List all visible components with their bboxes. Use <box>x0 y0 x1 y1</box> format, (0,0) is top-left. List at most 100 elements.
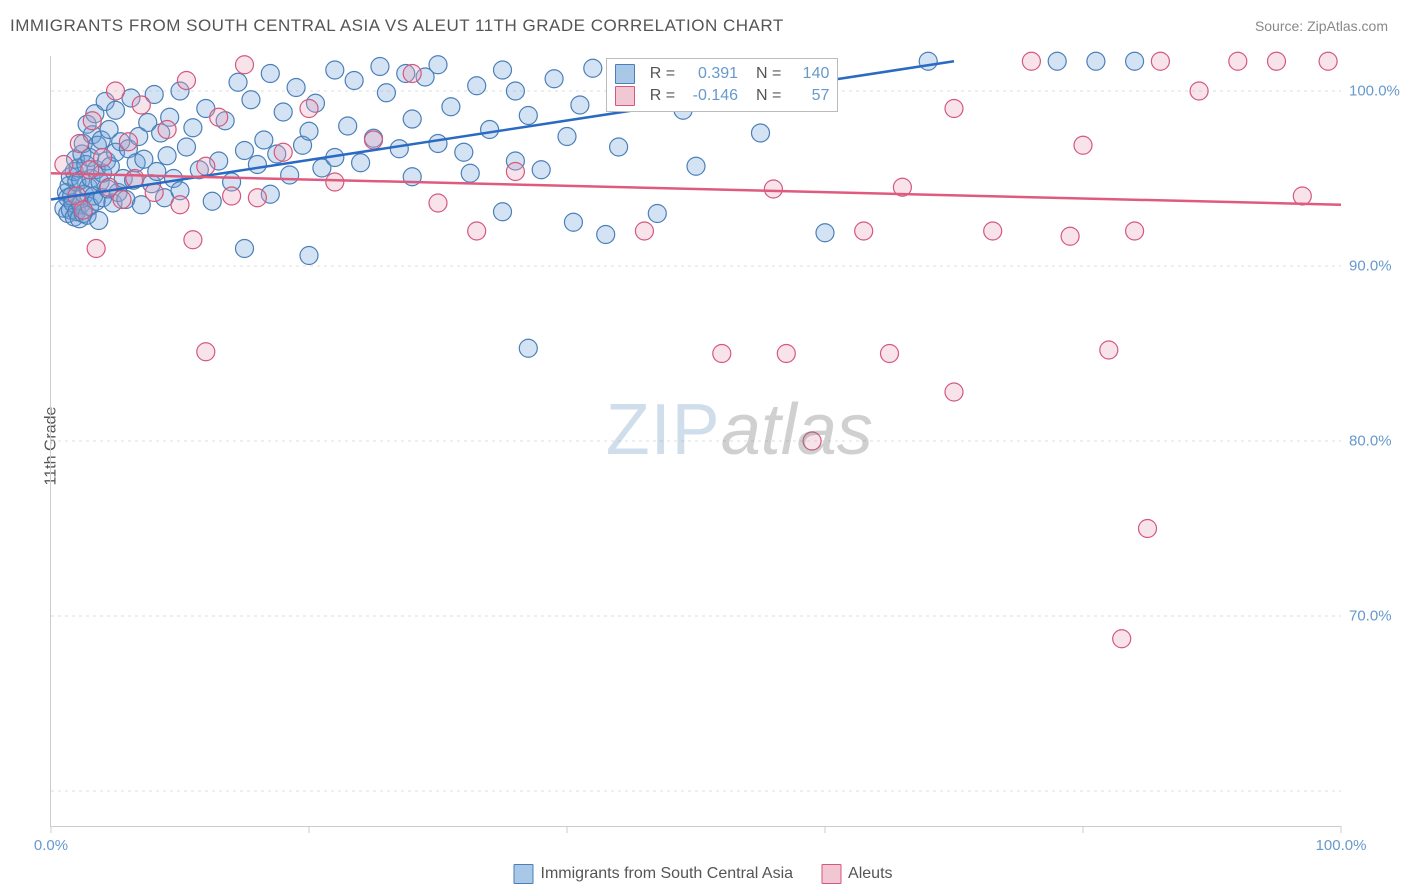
scatter-point <box>1319 52 1337 70</box>
scatter-point <box>816 224 834 242</box>
scatter-point <box>635 222 653 240</box>
regression-line <box>51 173 1341 205</box>
scatter-point <box>158 147 176 165</box>
legend-n-value: 57 <box>789 87 829 105</box>
bottom-legend-item: Immigrants from South Central Asia <box>513 864 793 884</box>
plot-area: ZIPatlas R =0.391N =140R =-0.146N =57 70… <box>50 56 1341 827</box>
scatter-point <box>945 100 963 118</box>
scatter-point <box>236 56 254 74</box>
scatter-point <box>532 161 550 179</box>
y-tick-label: 80.0% <box>1349 433 1406 450</box>
scatter-point <box>326 173 344 191</box>
source-link[interactable]: ZipAtlas.com <box>1307 18 1388 34</box>
scatter-point <box>1074 136 1092 154</box>
scatter-point <box>55 156 73 174</box>
scatter-point <box>481 121 499 139</box>
chart-svg <box>51 56 1341 826</box>
scatter-point <box>564 213 582 231</box>
scatter-point <box>70 135 88 153</box>
scatter-point <box>1151 52 1169 70</box>
scatter-point <box>1100 341 1118 359</box>
scatter-point <box>945 383 963 401</box>
scatter-point <box>113 191 131 209</box>
scatter-point <box>300 247 318 265</box>
legend-swatch <box>821 864 841 884</box>
scatter-point <box>94 149 112 167</box>
x-tick-label: 100.0% <box>1316 837 1367 854</box>
scatter-point <box>365 131 383 149</box>
scatter-point <box>1048 52 1066 70</box>
bottom-legend-label: Aleuts <box>848 865 892 882</box>
scatter-point <box>429 135 447 153</box>
scatter-point <box>74 201 92 219</box>
chart-container: IMMIGRANTS FROM SOUTH CENTRAL ASIA VS AL… <box>0 0 1406 892</box>
scatter-point <box>107 101 125 119</box>
scatter-point <box>1229 52 1247 70</box>
scatter-point <box>442 98 460 116</box>
scatter-point <box>177 72 195 90</box>
scatter-point <box>1126 222 1144 240</box>
scatter-point <box>519 107 537 125</box>
scatter-point <box>403 65 421 83</box>
scatter-point <box>1190 82 1208 100</box>
scatter-point <box>455 143 473 161</box>
scatter-point <box>1022 52 1040 70</box>
scatter-point <box>558 128 576 146</box>
scatter-point <box>171 196 189 214</box>
scatter-point <box>919 52 937 70</box>
y-tick-label: 90.0% <box>1349 258 1406 275</box>
scatter-point <box>119 133 137 151</box>
chart-title: IMMIGRANTS FROM SOUTH CENTRAL ASIA VS AL… <box>10 16 784 36</box>
scatter-point <box>1293 187 1311 205</box>
scatter-point <box>461 164 479 182</box>
scatter-point <box>803 432 821 450</box>
scatter-point <box>132 96 150 114</box>
scatter-point <box>107 82 125 100</box>
scatter-point <box>203 192 221 210</box>
y-tick-label: 70.0% <box>1349 608 1406 625</box>
source-attribution: Source: ZipAtlas.com <box>1255 18 1388 34</box>
scatter-point <box>545 70 563 88</box>
legend-r-value: -0.146 <box>683 87 738 105</box>
scatter-point <box>339 117 357 135</box>
source-prefix: Source: <box>1255 18 1307 34</box>
scatter-point <box>158 121 176 139</box>
scatter-point <box>326 61 344 79</box>
bottom-legend-item: Aleuts <box>821 864 892 884</box>
series-legend: Immigrants from South Central Asia Aleuts <box>513 864 892 884</box>
scatter-point <box>184 119 202 137</box>
legend-row: R =-0.146N =57 <box>615 85 830 107</box>
scatter-point <box>713 345 731 363</box>
scatter-point <box>506 163 524 181</box>
scatter-point <box>300 100 318 118</box>
scatter-point <box>752 124 770 142</box>
scatter-point <box>1139 520 1157 538</box>
scatter-point <box>597 226 615 244</box>
scatter-point <box>210 108 228 126</box>
scatter-point <box>881 345 899 363</box>
scatter-point <box>519 339 537 357</box>
scatter-point <box>584 59 602 77</box>
scatter-point <box>687 157 705 175</box>
scatter-point <box>242 91 260 109</box>
scatter-point <box>494 61 512 79</box>
scatter-point <box>610 138 628 156</box>
scatter-point <box>87 240 105 258</box>
scatter-point <box>468 222 486 240</box>
scatter-point <box>177 138 195 156</box>
scatter-point <box>345 72 363 90</box>
scatter-point <box>255 131 273 149</box>
scatter-point <box>352 154 370 172</box>
scatter-point <box>229 73 247 91</box>
legend-r-label: R = <box>650 87 675 105</box>
scatter-point <box>984 222 1002 240</box>
scatter-point <box>274 103 292 121</box>
scatter-point <box>1126 52 1144 70</box>
legend-row: R =0.391N =140 <box>615 63 830 85</box>
legend-swatch <box>615 86 635 106</box>
scatter-point <box>287 79 305 97</box>
scatter-point <box>494 203 512 221</box>
scatter-point <box>390 140 408 158</box>
scatter-point <box>764 180 782 198</box>
legend-n-label: N = <box>756 65 781 83</box>
